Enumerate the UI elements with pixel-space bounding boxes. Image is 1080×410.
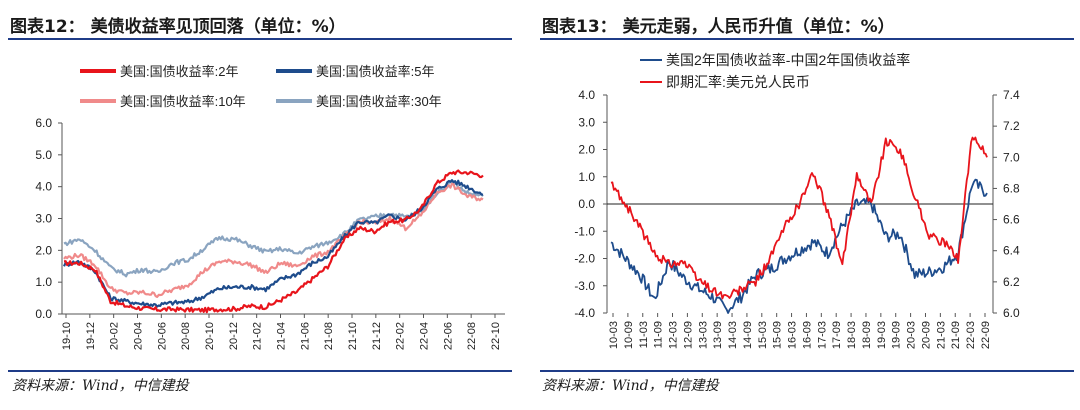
x-tick-label: 21-02: [252, 322, 264, 350]
left-y-tick-label: 1.0: [578, 170, 595, 184]
x-tick-label: 19-12: [85, 322, 97, 350]
source-divider: [8, 370, 512, 372]
x-tick-label: 22-06: [442, 322, 454, 350]
x-tick-label: 21-12: [371, 322, 383, 350]
source-note: 资料来源：Wind，中信建投: [542, 378, 719, 394]
right-y-tick-label: 6.2: [1003, 275, 1020, 289]
legend-label: 美国:国债收益率:30年: [316, 94, 442, 109]
legend-label: 美国2年国债收益率-中国2年国债收益率: [666, 52, 910, 68]
x-tick-label: 22-04: [419, 322, 431, 350]
x-tick-label: 15-09: [772, 321, 784, 349]
x-tick-label: 20-12: [228, 322, 240, 350]
series-line-3: [63, 182, 484, 298]
right-y-tick-label: 6.8: [1003, 181, 1020, 195]
x-tick-label: 21-04: [276, 322, 288, 350]
y-tick-label: 2.0: [35, 243, 52, 257]
spread-fx-line-chart: -4.0 -3.0 -2.0 -1.0 0.0 1.0 2.0 3.0 4.0 6.0 6.2 6.4…: [574, 52, 1020, 349]
x-tick-label: 22-02: [395, 322, 407, 350]
x-tick-label: 20-08: [180, 322, 192, 350]
x-tick-label: 12-09: [682, 321, 694, 349]
x-tick-label: 17-03: [816, 321, 828, 349]
y-tick-label: 3.0: [35, 212, 52, 226]
x-tick-label: 22-08: [466, 322, 478, 350]
x-tick-label: 20-03: [906, 321, 918, 349]
x-tick-label: 15-03: [757, 321, 769, 349]
x-tick-label: 20-02: [109, 322, 121, 350]
title-divider: [8, 38, 512, 40]
left-y-tick-label: -2.0: [574, 252, 595, 266]
series-line-1: [63, 169, 484, 314]
series-line-2: [63, 179, 484, 308]
right-y-tick-label: 6.0: [1003, 306, 1020, 320]
x-tick-label: 21-10: [347, 322, 359, 350]
left-y-tick-label: -4.0: [574, 306, 595, 320]
left-y-tick-label: 2.0: [578, 143, 595, 157]
x-tick-label: 18-03: [846, 321, 858, 349]
x-tick-label: 13-09: [712, 321, 724, 349]
y-tick-label: 4.0: [35, 180, 52, 194]
x-tick-label: 22-03: [965, 321, 977, 349]
right-y-tick-label: 7.2: [1003, 119, 1020, 133]
x-tick-label: 21-06: [299, 322, 311, 350]
x-tick-label: 17-09: [831, 321, 843, 349]
y-tick-label: 6.0: [35, 116, 52, 130]
right-y-tick-label: 6.4: [1003, 244, 1020, 258]
left-y-tick-label: -1.0: [574, 224, 595, 238]
left-y-tick-label: -3.0: [574, 279, 595, 293]
chart-panel-us-treasury-yields: 图表12： 美债收益率见顶回落（单位：%） 0.0 1.0 2.0 3.0 4.0 5.0…: [0, 0, 520, 410]
x-tick-label: 13-03: [697, 321, 709, 349]
legend-label: 美国:国债收益率:10年: [120, 94, 246, 109]
source-divider: [540, 370, 1074, 372]
spread-series-line: [610, 178, 988, 314]
chart-panel-usd-cny: 图表13： 美元走弱，人民币升值（单位：%） -4.0 -3.0 -2.0 -1.0 0…: [540, 0, 1080, 410]
x-tick-label: 14-09: [742, 321, 754, 349]
x-tick-label: 20-09: [920, 321, 932, 349]
yield-line-chart: 0.0 1.0 2.0 3.0 4.0 5.0 6.0 19-10 19-12 20-02 20-0…: [35, 64, 505, 350]
y-tick-label: 5.0: [35, 148, 52, 162]
right-y-tick-label: 7.0: [1003, 150, 1020, 164]
x-tick-label: 16-09: [801, 321, 813, 349]
x-tick-label: 10-03: [608, 321, 620, 349]
x-tick-label: 19-10: [61, 322, 73, 350]
x-tick-label: 16-03: [787, 321, 799, 349]
series-line-4: [63, 180, 484, 278]
x-tick-label: 12-03: [668, 321, 680, 349]
x-tick-label: 20-10: [204, 322, 216, 350]
left-y-tick-label: 4.0: [578, 88, 595, 102]
y-tick-label: 0.0: [35, 307, 52, 321]
x-tick-label: 10-09: [623, 321, 635, 349]
right-y-tick-label: 7.4: [1003, 88, 1020, 102]
x-tick-label: 14-03: [727, 321, 739, 349]
x-tick-label: 22-10: [490, 322, 502, 350]
fx-series-line: [610, 136, 988, 300]
x-tick-label: 18-09: [861, 321, 873, 349]
right-y-tick-label: 6.6: [1003, 213, 1020, 227]
x-tick-label: 11-09: [653, 321, 665, 348]
chart-title: 图表12： 美债收益率见顶回落（单位：%）: [10, 17, 346, 37]
legend-label: 美国:国债收益率:5年: [316, 64, 434, 79]
source-note: 资料来源：Wind，中信建投: [12, 378, 189, 394]
x-tick-label: 21-03: [935, 321, 947, 349]
left-y-tick-label: 0.0: [578, 197, 595, 211]
legend-label: 即期汇率:美元兑人民币: [666, 74, 810, 90]
x-tick-label: 20-06: [156, 322, 168, 350]
x-tick-label: 11-03: [638, 321, 650, 348]
chart-title: 图表13： 美元走弱，人民币升值（单位：%）: [542, 17, 895, 37]
y-tick-label: 1.0: [35, 275, 52, 289]
x-tick-label: 21-08: [323, 322, 335, 350]
x-tick-label: 20-04: [133, 322, 145, 350]
x-tick-label: 21-09: [950, 321, 962, 349]
x-tick-label: 19-09: [891, 321, 903, 349]
legend-label: 美国:国债收益率:2年: [120, 64, 238, 79]
title-divider: [540, 38, 1074, 40]
x-tick-label: 22-09: [980, 321, 992, 349]
left-y-tick-label: 3.0: [578, 115, 595, 129]
x-tick-label: 19-03: [876, 321, 888, 349]
